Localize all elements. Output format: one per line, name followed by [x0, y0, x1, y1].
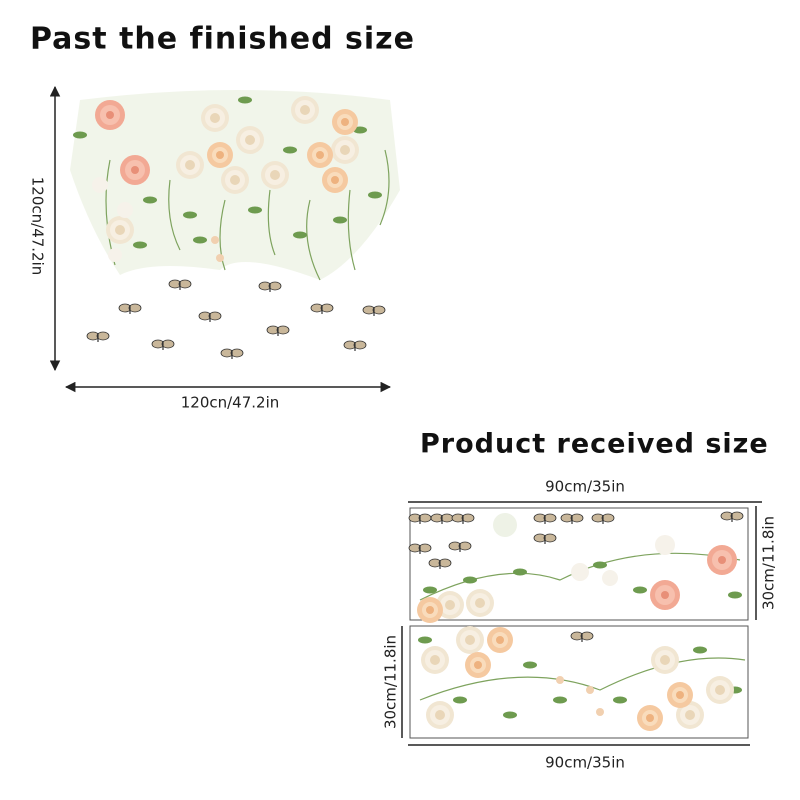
title: Past the finished size — [30, 22, 415, 57]
sticker-sheet-2 — [409, 625, 749, 739]
received-title: Product received size — [420, 429, 769, 460]
height-label: 120cn/47.2in — [29, 177, 47, 276]
top-width-label: 90cm/35in — [545, 478, 625, 496]
width-label: 120cn/47.2in — [181, 394, 280, 412]
sticker-sheet-1 — [408, 507, 749, 623]
left-height-label: 30cm/11.8in — [382, 635, 400, 729]
floral-artwork — [70, 90, 400, 281]
bottom-width-label: 90cm/35in — [545, 754, 625, 772]
butterflies — [86, 279, 386, 360]
right-height-label: 30cm/11.8in — [760, 516, 778, 610]
